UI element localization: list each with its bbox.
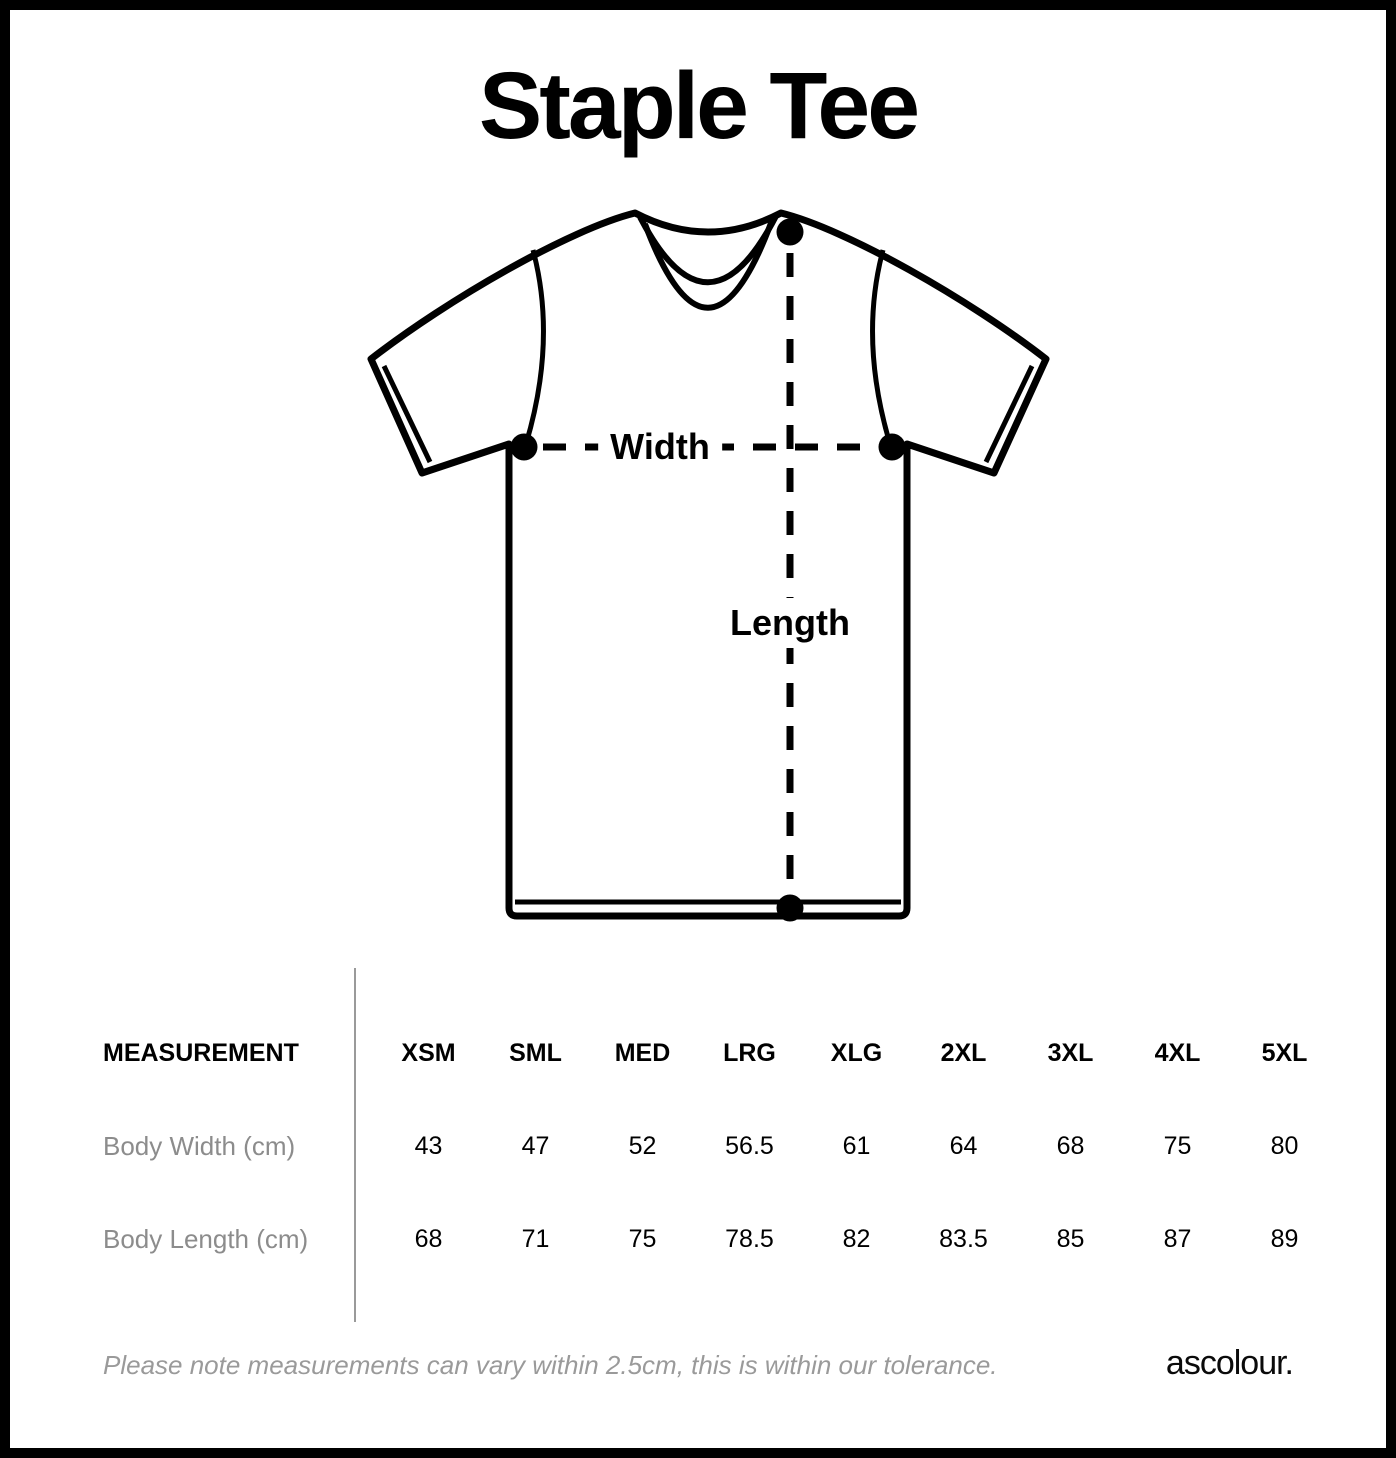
body-width-value: 56.5: [725, 1132, 774, 1160]
body-length-value: 75: [628, 1225, 657, 1253]
tshirt-outline-svg: [367, 209, 1050, 922]
body-width-value: 52: [628, 1132, 657, 1160]
body-width-value: 47: [521, 1132, 550, 1160]
body-width-value: 61: [842, 1132, 871, 1160]
tolerance-note: Please note measurements can vary within…: [103, 1350, 998, 1380]
body-length-value: 68: [414, 1225, 443, 1253]
body-length-value: 82: [842, 1225, 871, 1253]
right-armhole-seam: [870, 249, 893, 445]
length-measure-label: Length: [718, 598, 862, 648]
column-header-size: 5XL: [1261, 1039, 1308, 1067]
column-header-size: XSM: [401, 1039, 456, 1067]
row-label-body-length: Body Length (cm): [103, 1224, 309, 1254]
tshirt-silhouette: [367, 209, 1050, 920]
column-header-size: 3XL: [1047, 1039, 1094, 1067]
column-header-size: LRG: [723, 1039, 776, 1067]
collar-outer-curve: [642, 221, 774, 311]
table-divider-line: [354, 968, 356, 1322]
left-armhole-seam: [523, 249, 546, 445]
body-length-value: 83.5: [939, 1225, 988, 1253]
body-width-value: 68: [1056, 1132, 1085, 1160]
ascolour-logo: ascolour.: [1165, 1344, 1294, 1382]
left-underarm-dot: [510, 433, 538, 461]
body-length-value: 85: [1056, 1225, 1085, 1253]
tshirt-diagram: Width Length: [10, 10, 1386, 970]
column-header-size: SML: [509, 1039, 562, 1067]
body-width-value: 43: [414, 1132, 443, 1160]
left-cuff-line: [381, 364, 433, 464]
body-length-value: 71: [521, 1225, 550, 1253]
body-length-value: 89: [1270, 1225, 1299, 1253]
body-length-value: 87: [1163, 1225, 1192, 1253]
column-header-size: 4XL: [1154, 1039, 1201, 1067]
body-width-value: 80: [1270, 1132, 1299, 1160]
column-header-size: MED: [614, 1039, 671, 1067]
column-header-measurement: MEASUREMENT: [103, 1039, 299, 1067]
column-header-size: 2XL: [940, 1039, 987, 1067]
body-width-value: 64: [949, 1132, 978, 1160]
page-title: Staple Tee: [478, 53, 920, 159]
hem-point-dot: [776, 894, 804, 922]
body-width-value: 75: [1163, 1132, 1192, 1160]
right-cuff-line: [983, 364, 1035, 464]
column-header-size: XLG: [830, 1039, 883, 1067]
right-underarm-dot: [878, 433, 906, 461]
width-measure-label: Width: [598, 422, 722, 472]
row-label-body-width: Body Width (cm): [103, 1131, 296, 1161]
body-length-value: 78.5: [725, 1225, 774, 1253]
shoulder-point-dot: [776, 218, 804, 246]
size-table: MEASUREMENT XSM SML MED LRG XLG 2XL 3XL …: [103, 1007, 1338, 1286]
